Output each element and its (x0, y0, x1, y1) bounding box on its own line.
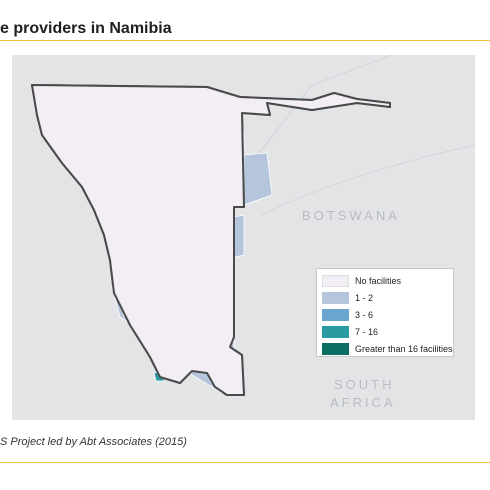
legend-swatch (322, 308, 349, 321)
source-citation: S Project led by Abt Associates (2015) (0, 436, 187, 448)
south-africa-label-line-2: AFRICA (330, 395, 396, 410)
map-title: e providers in Namibia (0, 20, 172, 37)
legend-label: 7 - 16 (355, 326, 379, 337)
legend-swatch (322, 342, 349, 355)
legend-label: Greater than 16 facilities (355, 343, 453, 354)
legend-item: 7 - 16 (322, 323, 449, 340)
legend-item: 1 - 2 (322, 289, 449, 306)
legend-item: No facilities (322, 272, 449, 289)
legend-item: Greater than 16 facilities (322, 340, 453, 357)
legend-swatch (322, 291, 349, 304)
top-divider (0, 40, 490, 41)
map-legend: No facilities 1 - 2 3 - 6 7 - 16 Greater… (316, 268, 454, 357)
namibia-choropleth-map: BOTSWANA SOUTH AFRICA No facilities 1 - … (12, 55, 475, 420)
legend-label: 3 - 6 (355, 309, 374, 320)
legend-label: 1 - 2 (355, 292, 374, 303)
legend-item: 3 - 6 (322, 306, 449, 323)
south-africa-label-line-1: SOUTH (334, 377, 395, 392)
legend-label: No facilities (355, 275, 402, 286)
bottom-divider (0, 462, 490, 463)
botswana-label: BOTSWANA (302, 208, 400, 223)
legend-swatch (322, 325, 349, 338)
map-canvas (31, 55, 475, 396)
legend-swatch (322, 274, 349, 287)
